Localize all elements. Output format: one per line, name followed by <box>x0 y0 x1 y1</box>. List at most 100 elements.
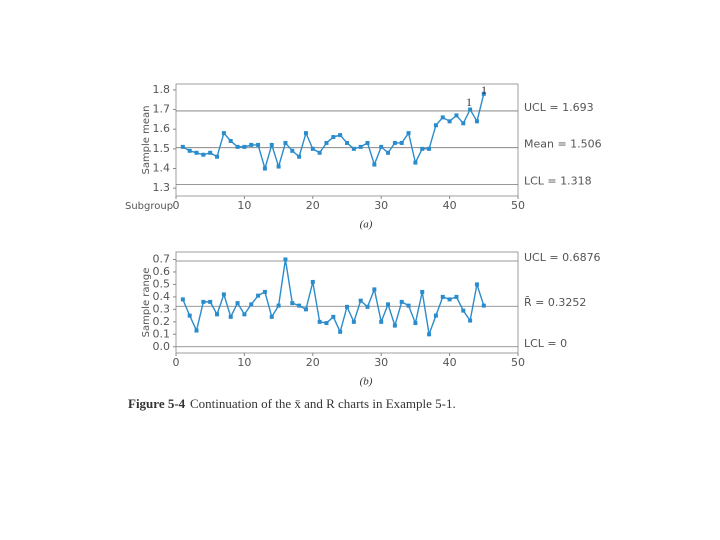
data-point <box>338 329 343 334</box>
y-tick-label: 0.5 <box>153 277 171 290</box>
data-point <box>331 135 336 140</box>
y-tick-label: 0.2 <box>153 315 171 328</box>
data-point <box>433 313 438 318</box>
y-tick-label: 1.8 <box>153 83 171 96</box>
y-axis-label: Sample range <box>141 268 152 338</box>
data-point <box>386 150 391 155</box>
control-line-label: UCL = 1.693 <box>524 101 594 114</box>
data-point <box>351 319 356 324</box>
x-tick-label: 20 <box>306 199 320 212</box>
data-point <box>474 282 479 287</box>
x-tick-label: 30 <box>374 199 388 212</box>
data-point <box>208 150 213 155</box>
data-point <box>249 302 254 307</box>
x-tick-label: 40 <box>443 356 457 369</box>
control-line-label: R̄ = 0.3252 <box>524 296 586 309</box>
data-point <box>187 148 192 153</box>
data-point <box>468 318 473 323</box>
data-point <box>413 321 418 326</box>
control-line-label: LCL = 1.318 <box>524 175 592 188</box>
x-tick-label: 0 <box>173 356 180 369</box>
chart-caption: (a) <box>360 219 373 231</box>
data-point <box>379 144 384 149</box>
data-point <box>228 314 233 319</box>
data-point <box>180 144 185 149</box>
y-tick-label: 0.3 <box>153 302 171 315</box>
y-tick-label: 1.7 <box>153 103 171 116</box>
data-point <box>187 313 192 318</box>
plot-frame <box>175 251 519 354</box>
data-point <box>413 160 418 165</box>
data-point <box>303 131 308 136</box>
data-point <box>358 144 363 149</box>
data-point <box>290 148 295 153</box>
data-point <box>242 144 247 149</box>
plot-frame <box>175 83 519 197</box>
figure-number: Figure 5-4 <box>128 396 186 411</box>
data-point <box>372 162 377 167</box>
y-tick-label: 0.0 <box>153 340 171 353</box>
data-point <box>474 119 479 124</box>
data-point <box>235 301 240 306</box>
data-point <box>317 150 322 155</box>
control-line-label: Mean = 1.506 <box>524 138 602 151</box>
data-point <box>303 307 308 312</box>
data-point <box>358 298 363 303</box>
control-line-label: UCL = 0.6876 <box>524 251 601 264</box>
data-point <box>447 119 452 124</box>
data-point <box>454 113 459 118</box>
data-point <box>468 107 473 112</box>
data-point <box>420 146 425 151</box>
data-point <box>221 131 226 136</box>
data-point <box>180 297 185 302</box>
y-tick-label: 1.5 <box>153 142 171 155</box>
data-point <box>454 294 459 299</box>
data-point <box>345 140 349 145</box>
data-point <box>461 308 466 313</box>
data-point <box>235 144 240 149</box>
data-point <box>269 314 274 319</box>
data-point <box>440 294 445 299</box>
data-point <box>276 164 281 169</box>
x-tick-label: 40 <box>443 199 457 212</box>
data-point <box>201 299 206 304</box>
y-tick-label: 0.1 <box>153 327 171 340</box>
data-point <box>427 332 432 337</box>
annotation: 1 <box>481 83 487 97</box>
data-point <box>324 140 329 145</box>
data-point <box>331 314 336 319</box>
data-point <box>256 293 261 298</box>
y-tick-label: 1.3 <box>153 181 171 194</box>
data-point <box>262 289 267 294</box>
data-line <box>182 93 485 172</box>
data-point <box>379 319 384 324</box>
data-point <box>215 312 220 317</box>
figure-caption: Continuation of the x̄ and R charts in E… <box>190 396 456 411</box>
data-point <box>433 123 438 128</box>
data-point <box>283 257 288 262</box>
data-point <box>392 140 397 145</box>
y-tick-label: 1.4 <box>153 161 171 174</box>
data-point <box>447 297 452 302</box>
x-tick-label: 50 <box>511 356 525 369</box>
data-point <box>228 138 233 143</box>
x-axis-label: Subgroup <box>125 201 173 212</box>
data-point <box>461 121 466 126</box>
data-point <box>310 146 315 151</box>
y-tick-label: 0.7 <box>153 252 171 265</box>
data-point <box>372 287 377 292</box>
data-point <box>269 142 274 147</box>
data-point <box>249 142 254 147</box>
y-tick-label: 0.6 <box>153 265 171 278</box>
data-point <box>386 302 391 307</box>
data-point <box>440 115 445 120</box>
data-point <box>310 279 315 284</box>
data-point <box>317 319 322 324</box>
data-point <box>481 303 486 308</box>
x-tick-label: 10 <box>237 356 251 369</box>
data-point <box>399 299 404 304</box>
x-tick-label: 0 <box>173 199 180 212</box>
x-tick-label: 10 <box>237 199 251 212</box>
data-point <box>351 146 356 151</box>
